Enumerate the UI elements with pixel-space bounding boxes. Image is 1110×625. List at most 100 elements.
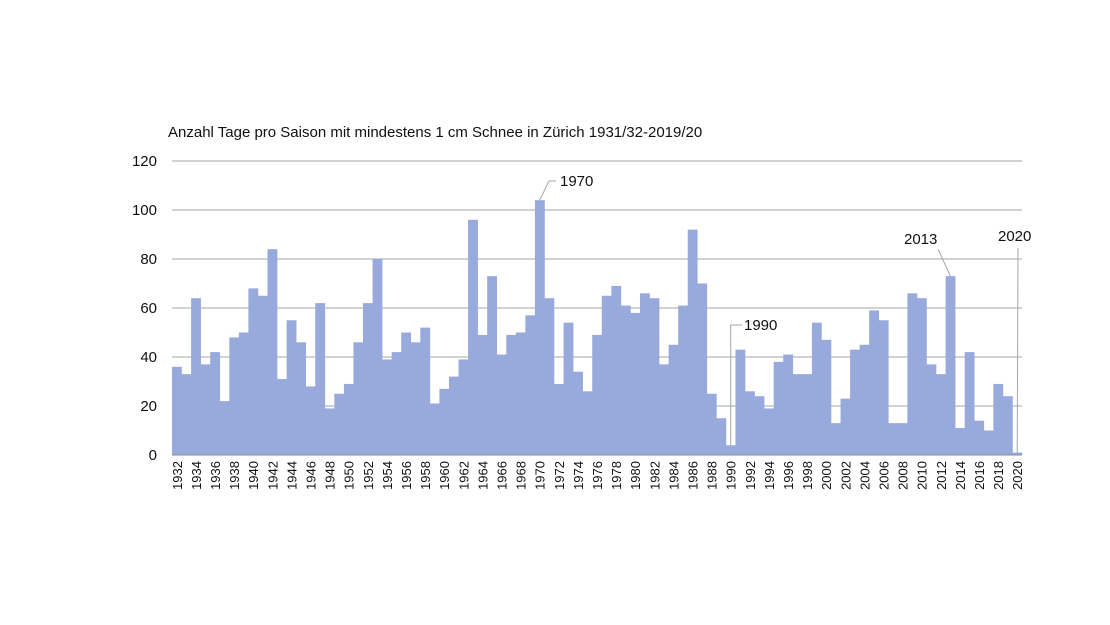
y-tick-label: 40 <box>140 349 157 366</box>
bar <box>964 352 975 455</box>
chart-title: Anzahl Tage pro Saison mit mindestens 1 … <box>168 124 703 141</box>
x-tick-label: 1936 <box>208 461 223 490</box>
x-tick-label: 1960 <box>437 461 452 490</box>
bar <box>783 354 794 455</box>
bar <box>878 320 889 455</box>
x-tick-label: 1988 <box>705 461 720 490</box>
bar <box>754 396 765 455</box>
x-tick-label: 1982 <box>647 461 662 490</box>
bar <box>458 359 469 455</box>
annotation-leader <box>1016 247 1019 453</box>
x-tick-label: 1958 <box>418 461 433 490</box>
x-tick-label: 2000 <box>819 461 834 490</box>
x-tick-label: 1996 <box>781 461 796 490</box>
bar <box>649 298 660 455</box>
bar <box>353 342 364 455</box>
x-tick-label: 1962 <box>456 461 471 490</box>
bar <box>200 364 211 455</box>
bar <box>811 322 822 455</box>
x-tick-label: 1968 <box>514 461 529 490</box>
x-tick-label: 1992 <box>743 461 758 490</box>
x-tick-label: 1964 <box>475 461 490 490</box>
x-tick-label: 2016 <box>972 461 987 490</box>
bar <box>382 359 392 455</box>
x-axis-ticks: 1932 1934 1936 1938 1940 1942 1944 1946 1948 1950… <box>170 461 1025 490</box>
x-tick-label: 2004 <box>857 461 872 490</box>
bar <box>859 344 870 455</box>
x-tick-label: 1944 <box>284 461 299 490</box>
bar <box>1012 452 1023 455</box>
x-tick-label: 1972 <box>552 461 567 490</box>
annotation-label: 2013 <box>904 231 937 248</box>
bar <box>487 276 498 455</box>
bar <box>773 361 784 455</box>
x-tick-label: 1970 <box>533 461 548 490</box>
x-tick-label: 2018 <box>991 461 1006 490</box>
bar <box>983 430 994 455</box>
bar <box>974 420 985 455</box>
x-tick-label: 1998 <box>800 461 815 490</box>
x-tick-label: 1976 <box>590 461 605 490</box>
bar <box>363 303 373 455</box>
bar <box>229 337 240 455</box>
bar <box>936 374 946 455</box>
bar <box>468 219 478 455</box>
y-tick-label: 100 <box>132 202 157 219</box>
x-tick-label: 2006 <box>877 461 892 490</box>
bar <box>267 249 278 455</box>
bar <box>611 285 622 455</box>
bar <box>706 393 717 455</box>
bar <box>639 293 650 455</box>
bar <box>277 379 287 455</box>
bar <box>668 344 679 455</box>
bar <box>601 295 612 455</box>
bar <box>582 391 593 455</box>
bar <box>926 364 937 455</box>
bar <box>830 423 841 455</box>
bar <box>563 322 574 455</box>
bar <box>955 428 965 455</box>
bar <box>840 398 851 455</box>
y-tick-label: 20 <box>140 398 157 415</box>
bar <box>850 349 860 455</box>
x-tick-label: 1978 <box>609 461 624 490</box>
x-tick-label: 2010 <box>915 461 930 490</box>
bar <box>869 310 880 455</box>
x-tick-label: 1984 <box>666 461 681 490</box>
x-tick-label: 2020 <box>1010 461 1025 490</box>
bar <box>296 342 307 455</box>
annotation-leader <box>730 324 742 446</box>
bar <box>515 332 526 455</box>
annotations: 1970 1990 2013 2020 <box>539 173 1031 453</box>
bar <box>506 334 517 455</box>
bar <box>687 229 698 455</box>
bar <box>391 352 402 455</box>
bar <box>324 408 335 455</box>
bar <box>219 401 230 455</box>
bar <box>802 374 813 455</box>
bar <box>592 334 603 455</box>
bar <box>372 259 383 455</box>
x-tick-label: 1994 <box>762 461 777 490</box>
x-tick-label: 1952 <box>361 461 376 490</box>
bar <box>678 305 689 455</box>
bar <box>248 288 259 455</box>
x-tick-label: 1932 <box>170 461 185 490</box>
annotation-label: 1970 <box>560 173 593 190</box>
x-tick-label: 1974 <box>571 461 586 490</box>
y-tick-label: 0 <box>149 447 157 464</box>
bar <box>821 339 832 455</box>
x-tick-label: 1946 <box>303 461 318 490</box>
bar <box>181 374 192 455</box>
bars <box>172 200 1023 455</box>
bar <box>792 374 803 455</box>
x-tick-label: 2002 <box>838 461 853 490</box>
x-tick-label: 1950 <box>342 461 357 490</box>
y-tick-label: 60 <box>140 300 157 317</box>
bar <box>429 403 440 455</box>
bar <box>659 364 669 455</box>
x-tick-label: 2014 <box>953 461 968 490</box>
bar <box>305 386 316 455</box>
annotation-leader <box>937 248 951 277</box>
